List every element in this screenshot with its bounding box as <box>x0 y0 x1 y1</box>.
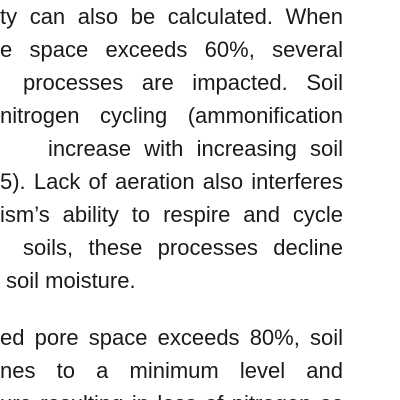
text-line: 5). Lack of aeration also interferes <box>0 169 343 194</box>
text-line: ed pore space exceeds 80%, soil <box>0 325 343 350</box>
text-line: ure resulting in loss of nitrogen as <box>0 387 343 400</box>
text-line: ty can also be calculated. When <box>0 4 343 29</box>
text-line: soil moisture. <box>6 268 136 293</box>
text-line: e space exceeds 60%, several <box>0 37 343 62</box>
text-line: nitrogen cycling (ammonification <box>0 103 343 128</box>
text-line: soils, these processes decline <box>23 235 343 260</box>
text-line: increase with increasing soil <box>48 136 343 161</box>
text-line: nes to a minimum level and <box>0 358 343 383</box>
text-line: processes are impacted. Soil <box>23 70 343 95</box>
text-line: ism’s ability to respire and cycle <box>0 202 343 227</box>
